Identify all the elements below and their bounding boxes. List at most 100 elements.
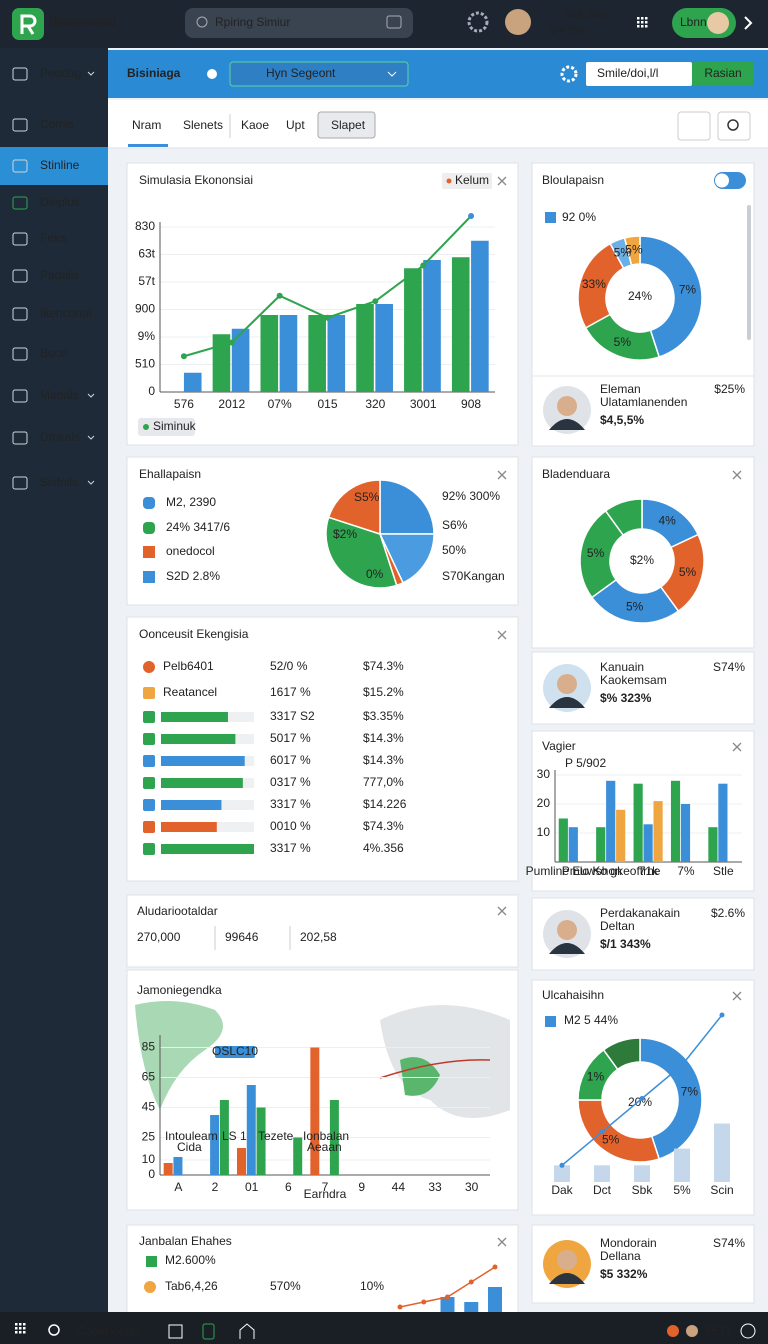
trend-point: [276, 292, 283, 299]
card-title: Aludariootaldar: [137, 904, 218, 918]
sidebar-item[interactable]: Mabals: [40, 388, 79, 402]
kpi-value: 270,000: [137, 930, 181, 944]
taskbar-icon: [202, 1323, 215, 1340]
row-value: 777,0%: [363, 775, 404, 789]
sidebar-icon: [12, 67, 28, 81]
dropdown[interactable]: [229, 61, 409, 87]
login-text[interactable]: Lbnn: [680, 15, 707, 29]
slice-label: S6%: [442, 518, 468, 532]
bar: [680, 804, 691, 862]
dropdown-text[interactable]: Hyn Segeont: [266, 66, 336, 80]
bar: [183, 372, 202, 392]
row-pct: 3317 %: [270, 841, 311, 855]
map-route: [379, 1059, 491, 1079]
tool-button[interactable]: [677, 111, 711, 141]
x-tick-label: Dak: [551, 1183, 573, 1197]
start-icon: [23, 1331, 26, 1334]
taskbar: [0, 1312, 768, 1344]
settings-icon[interactable]: [467, 11, 489, 33]
sidebar-item[interactable]: Peodag: [40, 66, 81, 80]
annotation: Ionbalan: [303, 1129, 349, 1143]
legend-text: M2 5 44%: [564, 1013, 618, 1027]
bar: [606, 780, 616, 862]
close-icon[interactable]: [497, 906, 507, 916]
row-value: $14.3%: [363, 753, 404, 767]
next-icon[interactable]: [744, 16, 753, 30]
sidebar-item[interactable]: Feks: [40, 231, 66, 245]
sidebar-icon: [12, 118, 28, 132]
slice: [379, 479, 435, 535]
bar: [293, 1137, 303, 1175]
x-tick-label: 07%: [268, 397, 292, 411]
kpi-value: 202,58: [300, 930, 337, 944]
chevron: [387, 71, 397, 77]
close-icon[interactable]: [497, 176, 507, 186]
trend-point: [420, 262, 427, 269]
close-icon[interactable]: [732, 742, 742, 752]
slice: [623, 235, 641, 266]
search-icon: [727, 119, 739, 131]
start-icon: [19, 1331, 22, 1334]
map-land: [135, 1001, 223, 1110]
bar: [568, 827, 578, 862]
tab[interactable]: Nram: [132, 118, 161, 132]
sidebar-item[interactable]: Padails: [40, 268, 79, 282]
sidebar-item[interactable]: Dieplus: [40, 195, 80, 209]
y-tick-label: 30: [537, 767, 551, 781]
card: [531, 730, 755, 892]
y-tick-label: 0: [148, 1167, 155, 1181]
card-title: Bladenduara: [542, 467, 610, 481]
close-icon[interactable]: [732, 991, 742, 1001]
map-land: [400, 1057, 440, 1096]
slice-label: 33%: [582, 277, 606, 291]
tool-button[interactable]: [717, 111, 751, 141]
x-tick-label: 71k: [639, 864, 659, 878]
legend-swatch: [545, 1016, 556, 1027]
apps-icon: [637, 25, 640, 28]
close-icon[interactable]: [497, 630, 507, 640]
sidebar-item[interactable]: Boce: [40, 346, 68, 360]
tab[interactable]: Upt: [286, 118, 305, 132]
close-icon[interactable]: [497, 1237, 507, 1247]
sidebar-item[interactable]: Comis: [40, 117, 74, 131]
tab[interactable]: Slapet: [331, 118, 366, 132]
y-tick-label: 65: [142, 1070, 156, 1084]
row-pct: 1617 %: [270, 685, 311, 699]
annotation: LS 1: [222, 1129, 247, 1143]
sidebar-item[interactable]: Stinline: [40, 158, 80, 172]
y-tick-label: 10: [537, 825, 551, 839]
close-icon[interactable]: [732, 470, 742, 480]
header-button[interactable]: [692, 62, 754, 86]
sidebar-item[interactable]: Dmkais: [40, 430, 80, 444]
search-box[interactable]: [185, 8, 413, 38]
subtitle: P 5/902: [565, 756, 606, 770]
avatar-body: [549, 943, 585, 954]
tab-button[interactable]: [317, 111, 376, 139]
bar: [718, 783, 728, 862]
row-pct: 52/0 %: [270, 659, 308, 673]
settings-icon[interactable]: [560, 65, 578, 83]
start-icon: [23, 1323, 26, 1326]
tab[interactable]: Kaoe: [241, 118, 269, 132]
sidebar-item[interactable]: Sisfnils: [40, 475, 78, 489]
sidebar-icon: [12, 269, 28, 283]
progress-bar: [161, 844, 254, 854]
sidebar-item[interactable]: Ikenconal: [40, 306, 91, 320]
bar: [634, 1165, 650, 1182]
slice-label: 5%: [626, 600, 644, 614]
tab[interactable]: Slenets: [183, 118, 223, 132]
card-title: Simulasia Ekononsiai: [139, 173, 253, 187]
close-icon[interactable]: [497, 470, 507, 480]
row-value: $15.2%: [363, 685, 404, 699]
row-pct: 6017 %: [270, 753, 311, 767]
button-text[interactable]: Rasian: [704, 66, 741, 80]
header-input[interactable]: [586, 62, 692, 86]
apps-icon: [641, 25, 644, 28]
bar: [616, 809, 626, 862]
profile-stat: $25%: [714, 382, 745, 396]
sidebar-active: [0, 147, 108, 185]
bar: [714, 1123, 730, 1182]
bar: [173, 1157, 183, 1175]
slice-label: 5%: [614, 335, 632, 349]
row-pct: 3317 %: [270, 797, 311, 811]
